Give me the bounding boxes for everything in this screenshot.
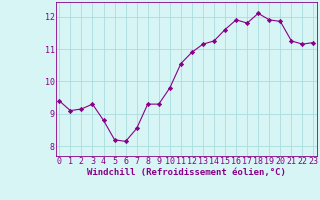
X-axis label: Windchill (Refroidissement éolien,°C): Windchill (Refroidissement éolien,°C) <box>87 168 286 177</box>
